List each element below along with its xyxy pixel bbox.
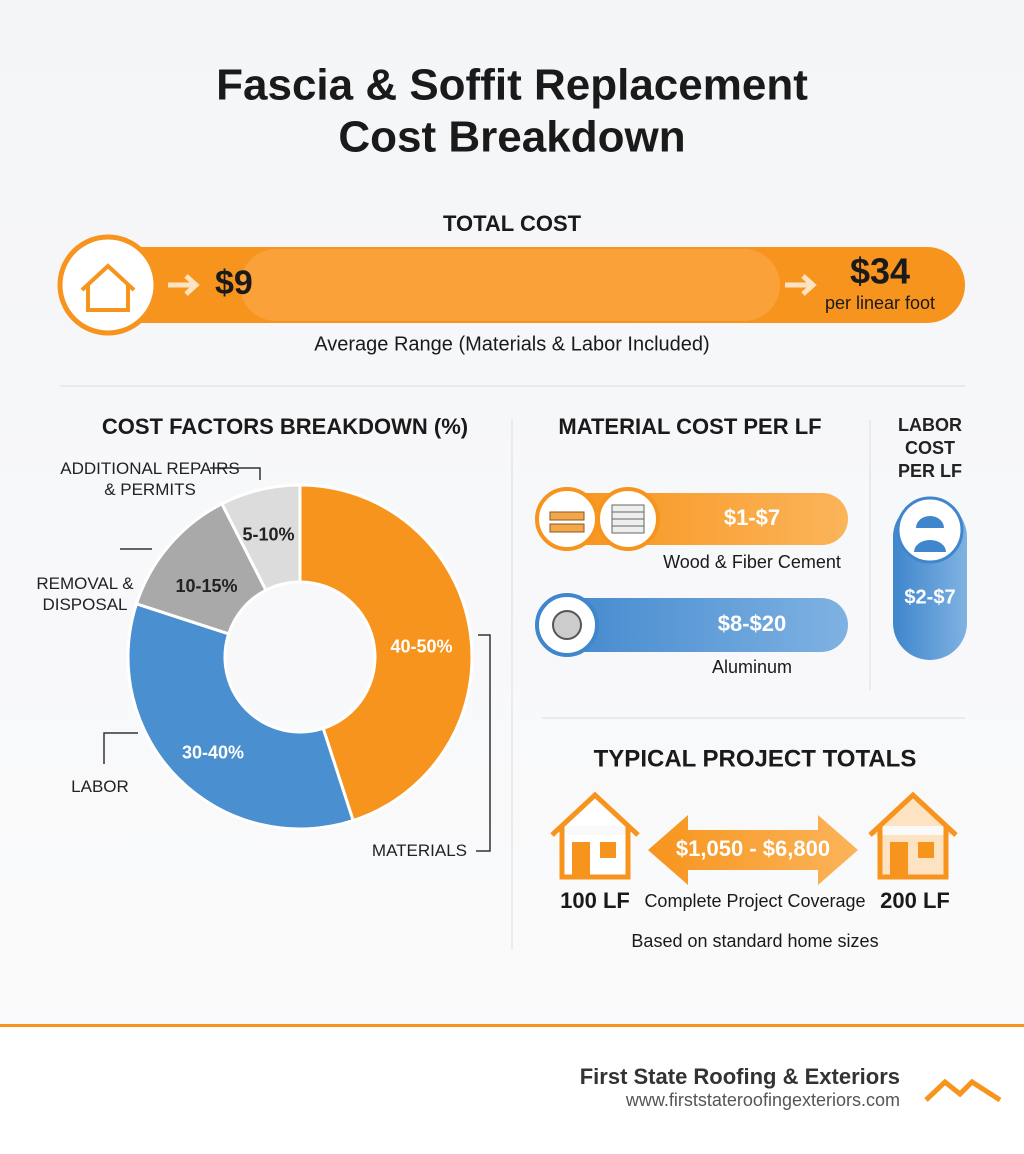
door	[890, 842, 908, 877]
material-heading: MATERIAL COST PER LF	[558, 414, 821, 439]
roll-glyph	[552, 610, 582, 640]
donut-slice	[298, 483, 474, 823]
arrows	[168, 274, 817, 296]
low-price: $9	[215, 264, 253, 302]
category-label: ADDITIONAL REPAIRS & PERMITS	[60, 459, 240, 499]
caption: Average Range (Materials & Labor Include…	[314, 333, 709, 355]
material-label: Aluminum	[712, 657, 792, 677]
material-price: $8-$20	[718, 611, 787, 636]
material-bar	[540, 598, 848, 652]
note: Based on standard home sizes	[631, 931, 878, 951]
house-large	[868, 791, 958, 880]
door	[572, 842, 590, 877]
footer-bg	[0, 1027, 1024, 1154]
url: www.firststateroofingexteriors.com	[625, 1090, 900, 1110]
range-arrow	[648, 815, 858, 885]
value-label: 10-15%	[175, 576, 237, 596]
total-heading: TOTAL COST	[443, 211, 582, 236]
house-small	[550, 791, 640, 880]
leader-lines	[103, 467, 491, 852]
cement-glyph	[611, 504, 645, 534]
material-price: $1-$7	[724, 505, 780, 530]
wood-glyph	[549, 511, 585, 533]
chart-title: COST FACTORS BREAKDOWN (%)	[102, 414, 468, 439]
worker-icon	[896, 496, 964, 564]
large-size: 200 LF	[880, 888, 950, 913]
category-label: LABOR	[71, 777, 129, 796]
value-label: 40-50%	[390, 637, 452, 657]
donut-slice	[219, 483, 302, 593]
unit: per linear foot	[825, 293, 935, 313]
range: $1,050 - $6,800	[676, 836, 830, 861]
donut-slice	[126, 601, 356, 831]
footer-line	[0, 1024, 1024, 1027]
bar-highlight	[240, 249, 780, 321]
labor-price: $2-$7	[904, 586, 955, 608]
material-label: Wood & Fiber Cement	[663, 552, 841, 572]
coverage: Complete Project Coverage	[644, 891, 865, 911]
high-price: $34	[850, 251, 910, 292]
window	[600, 842, 616, 858]
logo	[924, 1078, 1002, 1103]
totals-heading: TYPICAL PROJECT TOTALS	[594, 745, 917, 772]
title: Cost Breakdown	[338, 113, 685, 162]
small-size: 100 LF	[560, 888, 630, 913]
company: First State Roofing & Exteriors	[580, 1064, 900, 1089]
worker-glyph	[914, 516, 946, 552]
house-glyph	[80, 263, 136, 312]
value-label: 30-40%	[182, 743, 244, 763]
window	[918, 842, 934, 858]
category-label: REMOVAL & DISPOSAL	[36, 574, 134, 614]
house-icon	[57, 234, 159, 336]
category-label: MATERIALS	[371, 841, 467, 860]
value-label: 5-10%	[242, 524, 294, 544]
labor-heading: LABOR COST PER LF	[897, 415, 962, 481]
title: Fascia & Soffit Replacement	[216, 61, 808, 110]
